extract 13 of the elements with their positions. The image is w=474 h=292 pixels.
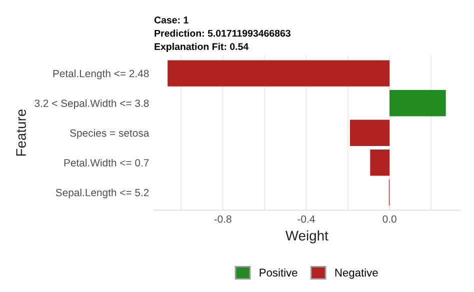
y-tick-label: 3.2 < Sepal.Width <= 3.8 <box>34 99 149 110</box>
y-tick-label: Species = setosa <box>70 129 150 139</box>
x-tick-label: -0.8 <box>214 215 232 223</box>
legend-label: Positive <box>260 268 298 277</box>
y-tick-label: Sepal.Length <= 5.2 <box>56 188 149 198</box>
y-tick-label: Petal.Width <= 0.7 <box>64 158 149 166</box>
x-tick-label: -0.4 <box>298 215 315 223</box>
x-axis-title: Weight <box>285 230 328 244</box>
y-axis-title: Feature <box>16 110 26 156</box>
y-tick-label: Petal.Length <= 2.48 <box>53 70 149 80</box>
chart-title: Case: 1 Prediction: 5.01711993466863 Explanation Fit: 0.54 <box>154 16 290 52</box>
legend-label: Negative <box>335 268 378 279</box>
x-tick-label: 0.0 <box>382 215 396 223</box>
